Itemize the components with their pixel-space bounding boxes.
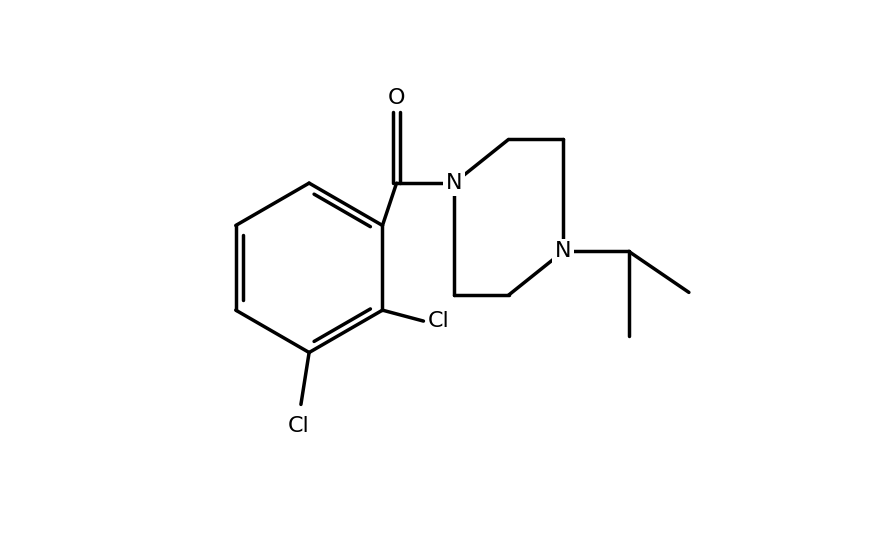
Text: Cl: Cl: [428, 311, 449, 331]
Text: N: N: [555, 241, 571, 262]
Text: N: N: [446, 173, 462, 193]
Text: O: O: [388, 88, 405, 108]
Text: Cl: Cl: [287, 416, 309, 437]
